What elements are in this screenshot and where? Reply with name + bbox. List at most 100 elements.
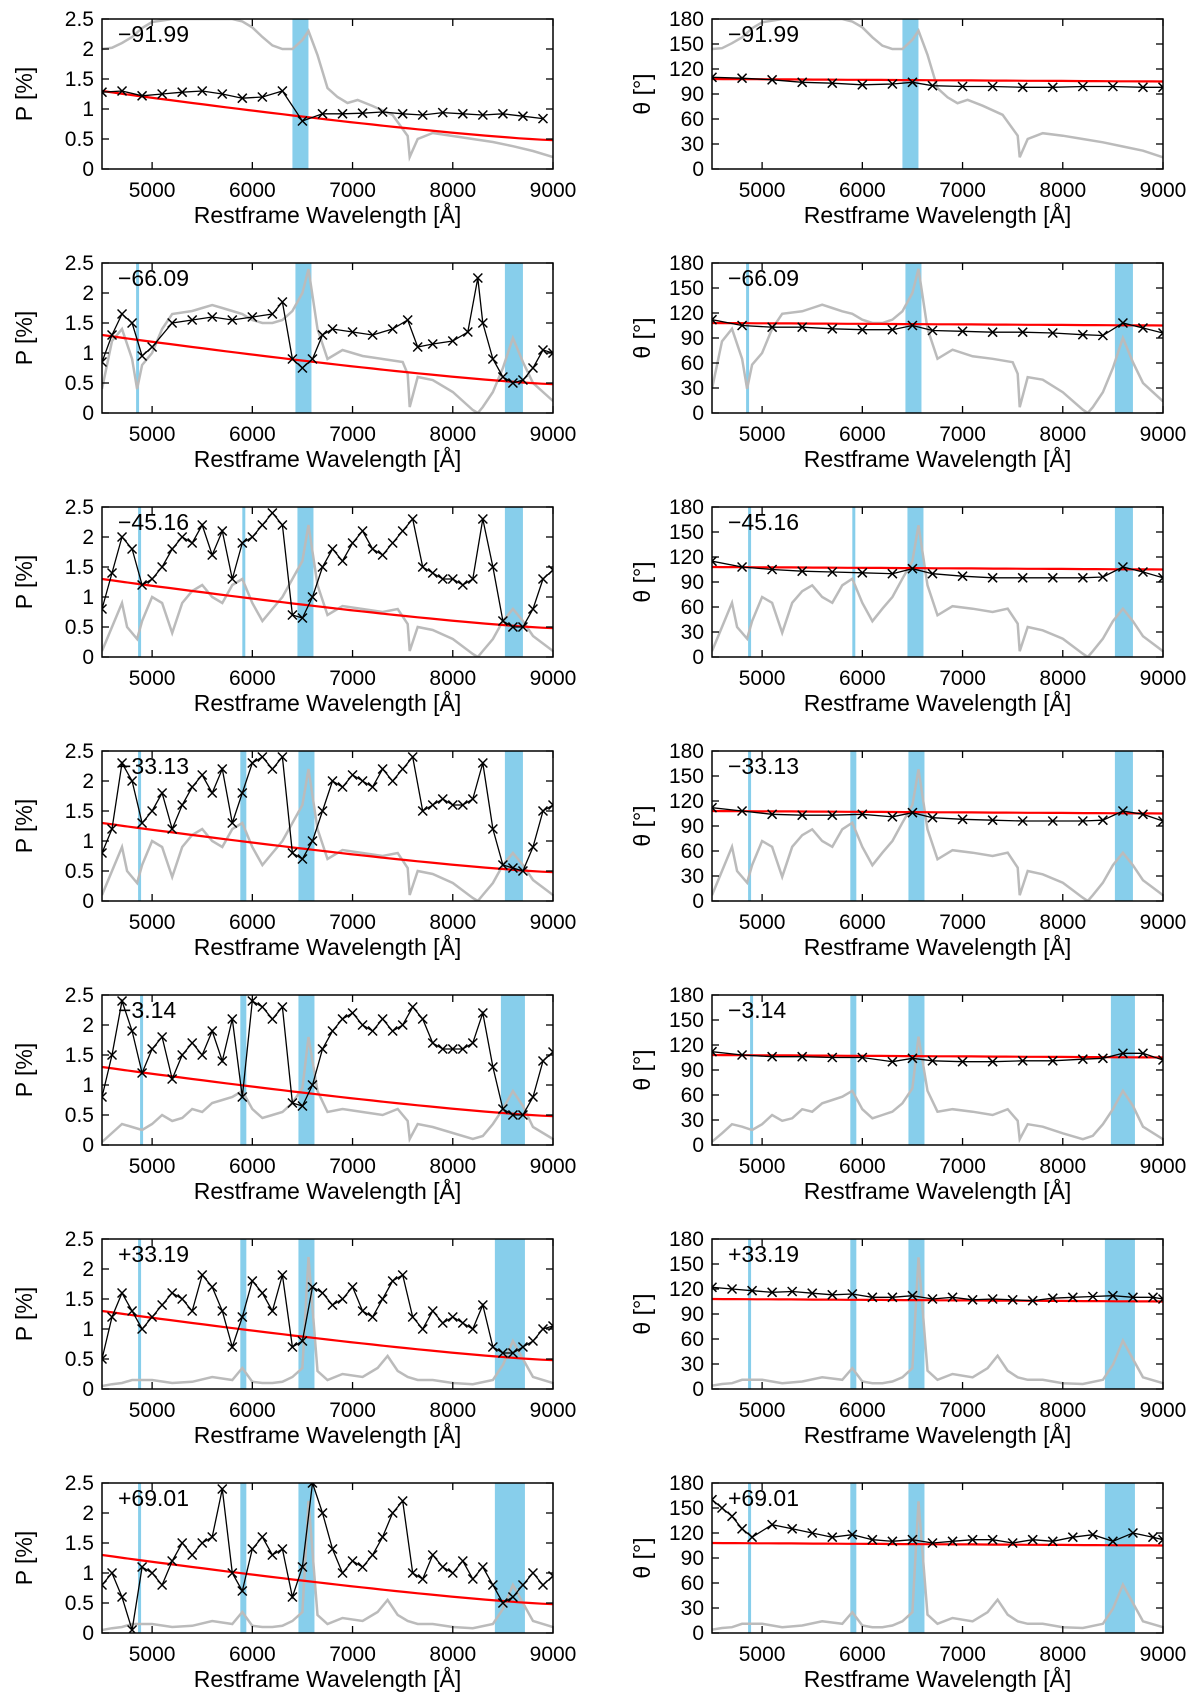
data-point [547,799,553,811]
data-point [527,1567,538,1579]
data-point [957,814,968,825]
data-point [767,1051,778,1062]
data-point [507,377,518,389]
data-point [157,1579,168,1591]
data-point [857,324,868,335]
data-point [712,72,718,83]
data-point [177,1537,188,1549]
data-point [387,323,398,335]
data-point [117,308,128,320]
data-point [797,566,808,577]
data-point [447,335,458,347]
data-point [157,1031,168,1043]
panel-p-5: 5000 6000 7000 8000 9000 0 0.5 1 1.5 2 2.5 Restfram… [11,984,576,1204]
data-point [117,995,128,1007]
data-point [507,1109,518,1121]
data-point [347,1281,358,1293]
data-point [197,1269,208,1281]
x-tick-label: 8000 [1039,1155,1086,1178]
y-tick-label: 120 [669,58,704,81]
data-point [1067,1292,1078,1303]
data-point [527,362,538,374]
y-tick-label: 1.5 [65,1532,94,1555]
data-point [207,1025,218,1037]
y-tick-label: 90 [681,1547,704,1570]
y-tick-label: 0.5 [65,1592,94,1615]
highlight-band [298,995,315,1145]
highlight-band [494,1483,525,1633]
data-point [267,763,278,775]
data-series-line [102,90,544,122]
data-point [327,543,338,555]
y-tick-label: 150 [669,521,704,544]
fit-curve [102,1065,553,1118]
data-point [147,805,158,817]
y-tick-label: 2 [82,38,94,61]
panel-p-4: 5000 6000 7000 8000 9000 0 0.5 1 1.5 2 2.5 Restfram… [11,740,576,960]
y-tick-label: 0 [82,1134,94,1157]
data-point [907,1290,918,1301]
data-point [1077,329,1088,340]
y-tick-label: 180 [669,984,704,1007]
highlight-band [908,995,925,1145]
x-tick-label: 7000 [939,1643,986,1666]
data-point [407,1311,418,1323]
data-point [137,1323,148,1335]
data-point [467,573,478,585]
data-point [387,537,398,549]
data-point [497,615,508,627]
x-tick-label: 8000 [1039,1643,1086,1666]
data-point [887,811,898,822]
x-tick-label: 6000 [839,179,886,202]
data-point [187,1305,198,1317]
x-tick-label: 8000 [429,423,476,446]
data-point [712,314,718,325]
data-point [1017,572,1028,583]
data-point [787,1523,798,1534]
data-point [477,109,488,121]
data-point [117,757,128,769]
data-point [317,329,328,341]
data-point [106,329,118,341]
data-point [967,1534,978,1545]
data-point [402,314,413,326]
y-tick-label: 2.5 [65,1228,94,1251]
data-point [987,327,998,338]
data-point [337,108,348,119]
data-point [106,1567,118,1579]
data-point [727,1511,738,1522]
highlight-band [504,751,523,901]
x-tick-label: 5000 [739,911,786,934]
highlight-band [500,995,525,1145]
data-point [527,1091,538,1103]
data-point [287,1341,298,1353]
data-point [737,1523,748,1534]
data-point [417,1013,428,1025]
data-point [537,1055,549,1067]
y-tick-label: 2 [82,770,94,793]
data-point [517,374,528,386]
data-point [357,1561,368,1573]
data-point [927,1293,938,1305]
data-point [716,1502,728,1514]
data-point [207,1281,218,1293]
data-point [337,555,348,567]
highlight-band [850,995,857,1145]
data-point [357,525,368,537]
data-point [327,1543,338,1555]
data-point [397,1019,408,1031]
y-axis-label: P [%] [11,311,37,366]
data-point [547,347,553,359]
highlight-band [746,263,750,413]
data-point [137,1561,148,1573]
x-tick-label: 6000 [229,1155,276,1178]
data-point [207,549,218,561]
data-point [167,317,178,329]
x-tick-label: 9000 [530,911,577,934]
y-tick-label: 120 [669,302,704,325]
data-point [477,317,488,329]
panel-p-7: 5000 6000 7000 8000 9000 0 0.5 1 1.5 2 2.5 Restfram… [11,1472,576,1692]
data-point [397,1269,408,1281]
x-tick-label: 6000 [839,1399,886,1422]
data-point [987,1534,998,1545]
